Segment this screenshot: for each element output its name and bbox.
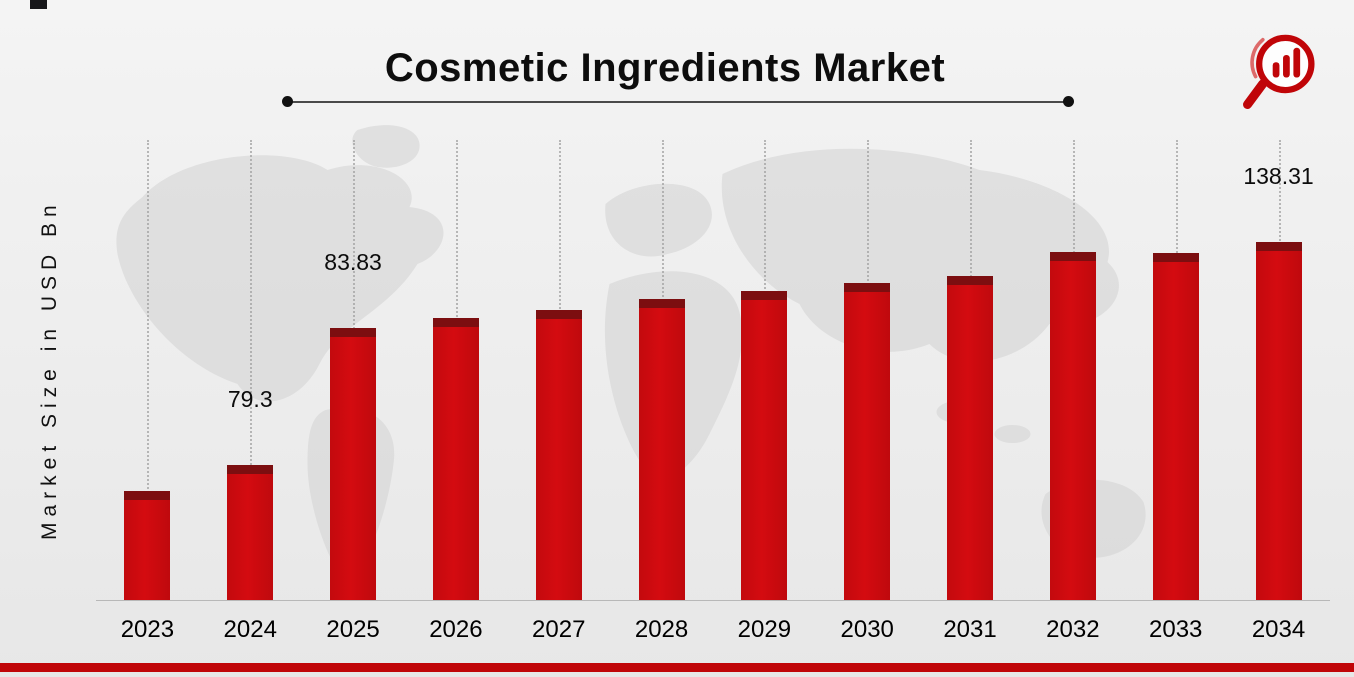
x-tick-label: 2025 [326, 616, 380, 643]
bar-column: 2028 [610, 140, 713, 643]
x-tick-label: 2030 [840, 616, 894, 643]
plot-area: 2023 79.3 2024 83.83 2025 2026 2027 [96, 140, 1330, 643]
bar [844, 283, 891, 600]
bar-cap [844, 283, 891, 292]
bar-column: 2031 [919, 140, 1022, 643]
bar-cap [947, 276, 994, 285]
bottom-accent-bar [0, 663, 1354, 672]
underline-right-dot [1063, 96, 1074, 107]
x-tick-label: 2033 [1148, 616, 1203, 643]
chart-title: Cosmetic Ingredients Market [384, 46, 946, 90]
x-tick-label: 2026 [429, 616, 483, 643]
x-tick-label: 2023 [120, 616, 175, 643]
bar-cap [638, 299, 685, 308]
bar-cap [1152, 253, 1199, 262]
bar [124, 491, 171, 600]
bar-column: 2027 [507, 140, 610, 643]
bar [227, 465, 274, 600]
bar-cap [1255, 242, 1302, 251]
bar-cap [432, 318, 479, 327]
bar-column: 2026 [404, 140, 507, 643]
bar-cap [124, 491, 171, 500]
bar [432, 318, 479, 600]
bar [1152, 253, 1199, 600]
bar-value-label: 83.83 [324, 249, 382, 275]
x-tick-label: 2028 [634, 616, 689, 643]
bar-column: 2032 [1021, 140, 1124, 643]
brand-logo [1234, 28, 1324, 116]
x-tick-label: 2024 [223, 616, 277, 643]
title-underline [282, 96, 1074, 107]
x-tick-label: 2027 [532, 616, 586, 643]
bar [535, 310, 582, 600]
gridline [147, 140, 150, 600]
magnifier-bar-chart-icon [1242, 34, 1315, 109]
bar-column: 83.83 2025 [302, 140, 405, 643]
bar [330, 328, 377, 600]
bar-value-label: 138.31 [1243, 163, 1314, 189]
bar [741, 291, 788, 600]
bar-cap [330, 328, 377, 337]
bar-column: 2023 [96, 140, 199, 643]
bar-column: 2033 [1124, 140, 1227, 643]
corner-mark [30, 0, 47, 9]
bar-column: 2030 [816, 140, 919, 643]
underline-left-dot [282, 96, 293, 107]
bar [1049, 252, 1096, 600]
bar-column: 2029 [713, 140, 816, 643]
bar-cap [741, 291, 788, 300]
y-axis-label: Market Size in USD Bn [38, 199, 61, 541]
x-tick-label: 2034 [1251, 616, 1306, 643]
x-tick-label: 2031 [943, 616, 997, 643]
bar-cap [535, 310, 582, 319]
x-tick-label: 2032 [1046, 616, 1100, 643]
gridline [250, 140, 253, 600]
bar-value-label: 79.3 [227, 386, 273, 412]
bar [1255, 242, 1302, 600]
x-tick-label: 2029 [737, 616, 792, 643]
bar-column: 138.31 2034 [1227, 140, 1330, 643]
bar-cap [227, 465, 274, 474]
bar-cap [1049, 252, 1096, 261]
bar [947, 276, 994, 600]
bar [638, 299, 685, 600]
x-axis-line [96, 600, 1330, 601]
bar-column: 79.3 2024 [199, 140, 302, 643]
